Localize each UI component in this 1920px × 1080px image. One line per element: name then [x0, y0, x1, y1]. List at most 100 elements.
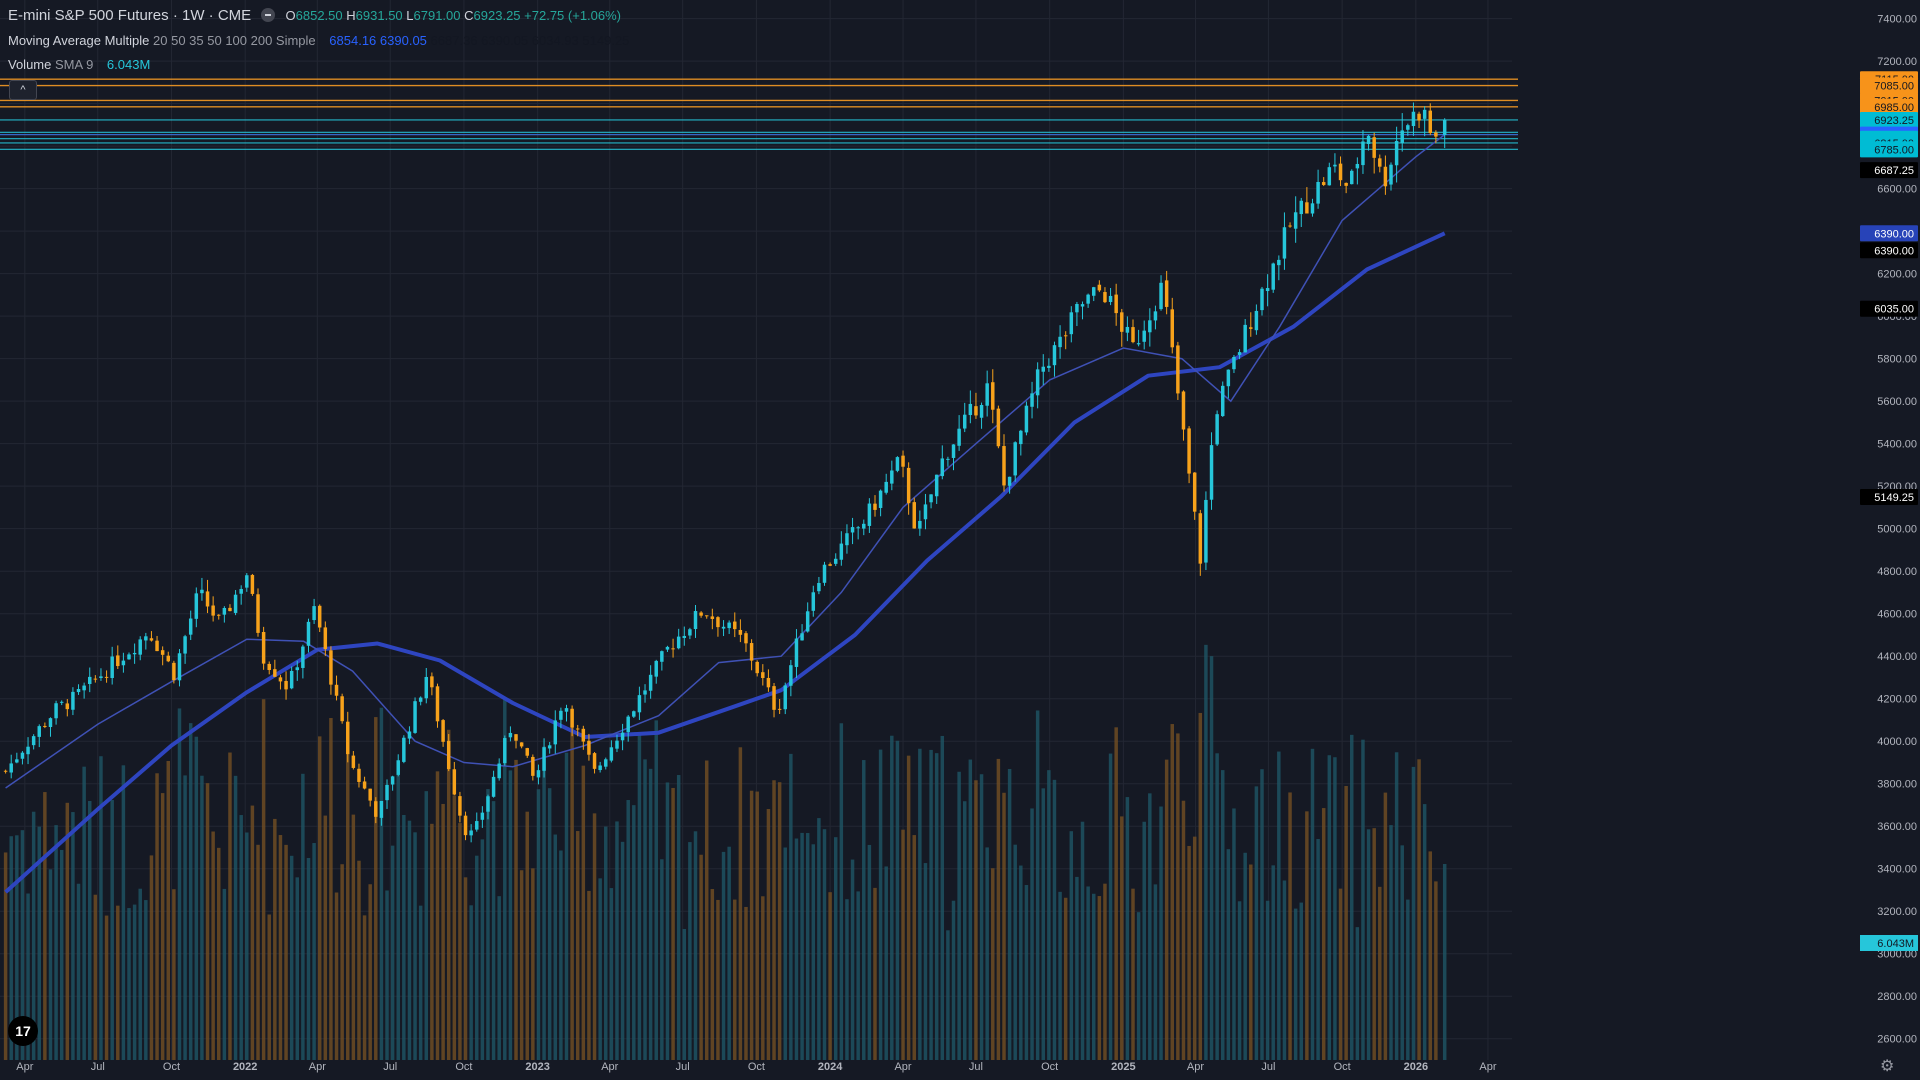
ohlc-values: O6852.50 H6931.50 L6791.00 C6923.25 +72.…: [285, 8, 622, 23]
candle-body: [407, 731, 412, 739]
volume-bar: [581, 765, 586, 1060]
price-tag-label: 5149.25: [1874, 492, 1914, 504]
candle: [486, 794, 490, 820]
candle-body: [166, 655, 171, 662]
candle: [20, 751, 25, 765]
volume-bar: [1103, 883, 1107, 1060]
candle: [121, 652, 126, 673]
candle: [1047, 358, 1051, 372]
volume-bar: [228, 752, 232, 1060]
price-tick-label: 4000.00: [1877, 736, 1917, 748]
candle: [704, 615, 709, 619]
candle-body: [1153, 311, 1158, 321]
volume-bar: [974, 780, 978, 1060]
candle-body: [547, 745, 552, 749]
candle: [968, 390, 973, 424]
candle: [1411, 102, 1416, 136]
candle-body: [1198, 513, 1203, 564]
volume-bar: [749, 790, 754, 1060]
candle-body: [1002, 446, 1006, 486]
price-tag-bg: [1860, 98, 1918, 115]
time-tick-label: Oct: [1041, 1061, 1058, 1073]
volume-bar: [1316, 839, 1320, 1060]
gear-icon[interactable]: ⚙: [1880, 1058, 1895, 1075]
candle-body: [385, 784, 389, 801]
candle: [856, 525, 860, 540]
volume-bar: [1400, 845, 1404, 1060]
candle-body: [1187, 428, 1191, 474]
volume-legend[interactable]: Volume SMA 9 6.043M: [8, 57, 150, 72]
candle: [581, 725, 586, 750]
price-tag: 6985.00: [1860, 98, 1918, 115]
candle-body: [1047, 365, 1051, 368]
volume-bar: [632, 805, 636, 1060]
candle: [1153, 305, 1158, 330]
volume-bar: [71, 812, 75, 1060]
volume-bar: [906, 755, 911, 1060]
time-tick-label: Apr: [309, 1061, 326, 1073]
candle: [1125, 316, 1130, 342]
candle-body: [693, 611, 698, 630]
symbol-name[interactable]: E-mini S&P 500 Futures: [8, 7, 169, 24]
candle: [390, 775, 395, 791]
candle-body: [1024, 405, 1029, 433]
candle: [1422, 106, 1427, 137]
volume-indicator-name[interactable]: Volume: [8, 57, 52, 72]
candle-body: [1170, 309, 1174, 348]
price-tick-label: 6600.00: [1877, 184, 1917, 196]
candle: [890, 460, 894, 491]
candle: [261, 626, 266, 670]
candle-body: [1237, 352, 1242, 355]
candle-body: [3, 770, 8, 772]
candle-body: [172, 662, 176, 681]
candle: [559, 707, 563, 729]
candle: [368, 788, 372, 807]
candle: [1226, 369, 1231, 399]
candle-body: [542, 747, 546, 771]
candle: [99, 668, 103, 681]
candle-body: [138, 639, 142, 655]
candle-body: [1366, 135, 1371, 145]
candle: [833, 553, 838, 567]
tradingview-logo[interactable]: 17: [8, 1016, 38, 1046]
volume-bar: [592, 813, 597, 1060]
candle-body: [733, 621, 737, 630]
volume-tag: 6.043M: [1860, 935, 1918, 951]
volume-bar: [1434, 881, 1438, 1060]
volume-bar: [878, 749, 883, 1060]
candle-body: [76, 688, 81, 693]
volume-bar: [1131, 888, 1135, 1060]
candle-body: [396, 760, 400, 775]
candle-body: [1299, 200, 1304, 215]
eye-icon[interactable]: [261, 8, 276, 23]
volume-bar: [267, 914, 271, 1060]
candle: [1041, 354, 1045, 386]
ma-indicator-name[interactable]: Moving Average Multiple: [8, 33, 150, 48]
volume-bar: [110, 799, 114, 1060]
candle: [127, 652, 131, 660]
volume-bar: [491, 801, 496, 1060]
chevron-up-icon[interactable]: ^: [9, 80, 37, 100]
volume-bar: [665, 782, 670, 1060]
candle-body: [20, 752, 25, 759]
volume-bar: [1355, 927, 1360, 1060]
candle: [312, 598, 316, 624]
volume-bar: [1159, 806, 1163, 1060]
candle: [82, 682, 86, 699]
candle: [1400, 113, 1404, 152]
volume-bar: [323, 815, 328, 1060]
candle: [817, 576, 821, 595]
symbol-legend[interactable]: E-mini S&P 500 Futures · 1W · CME O6852.…: [8, 7, 622, 24]
candle-body: [604, 759, 608, 767]
candle-body: [194, 593, 199, 619]
price-tag: 6035.00: [1860, 300, 1918, 317]
volume-bar: [1108, 753, 1113, 1060]
time-tick-label: Apr: [601, 1061, 618, 1073]
candle: [1035, 362, 1040, 409]
ma-legend[interactable]: Moving Average Multiple 20 50 35 50 100 …: [8, 33, 629, 48]
candle-body: [1120, 312, 1124, 332]
candle: [1114, 283, 1118, 326]
volume-bar: [1097, 896, 1102, 1060]
